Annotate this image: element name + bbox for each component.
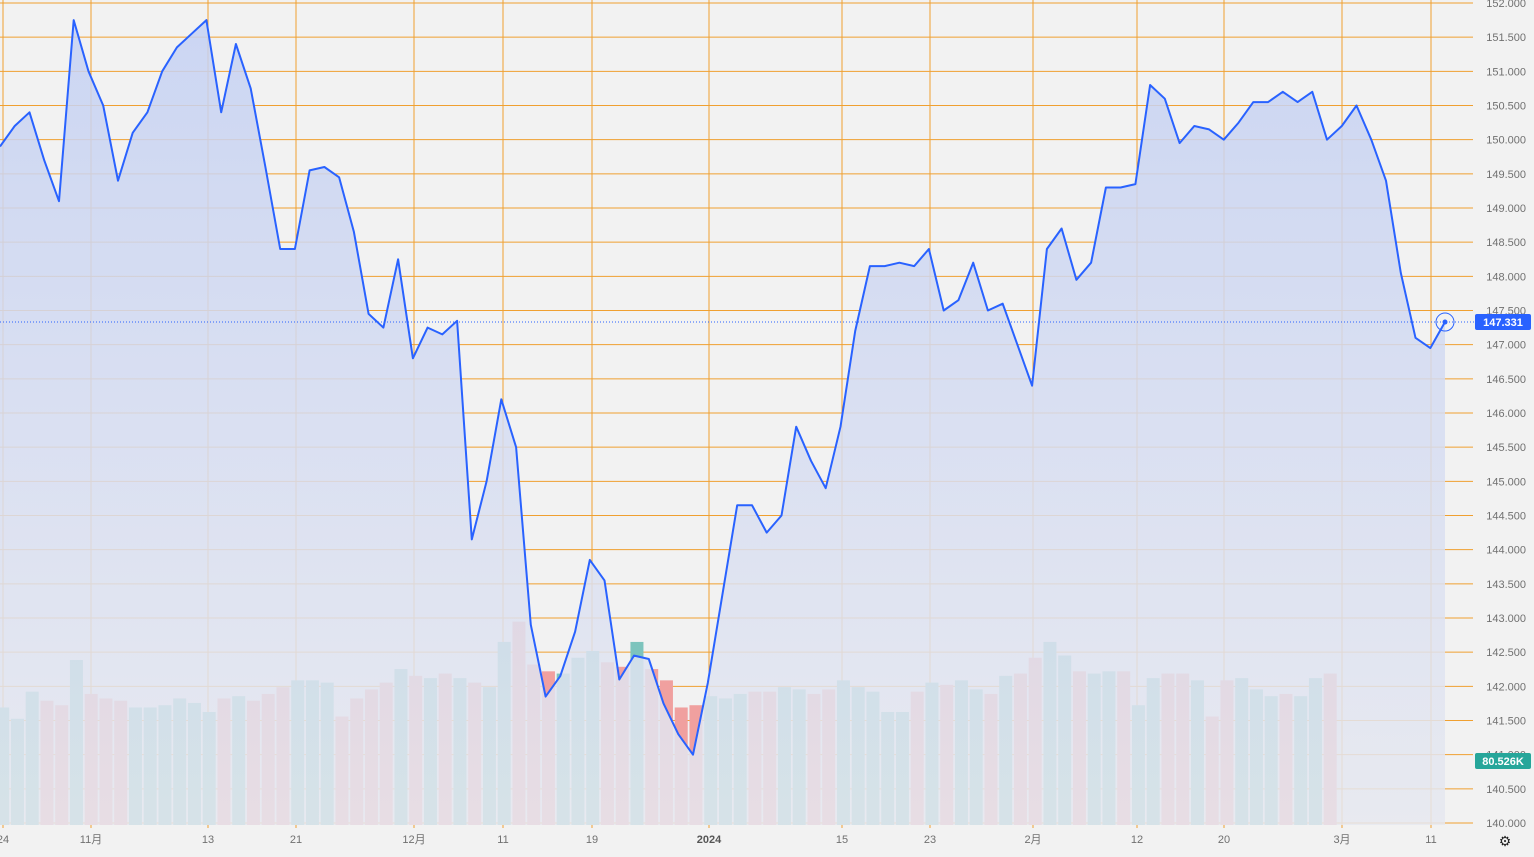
x-tick-label: 20 <box>1218 834 1230 846</box>
y-tick-label: 140.500 <box>1486 784 1526 796</box>
y-tick-label: 144.000 <box>1486 545 1526 557</box>
time-axis: 24 11月 13 21 12月 11 19 2024 15 23 2月 12 20 3月 11 <box>0 834 1437 846</box>
y-tick-label: 146.000 <box>1486 408 1526 420</box>
last-point-dot <box>1442 319 1448 325</box>
last-point-ring <box>1435 312 1455 332</box>
y-tick-label: 143.000 <box>1486 613 1526 625</box>
y-tick-label: 143.500 <box>1486 579 1526 591</box>
x-tick-label: 12月 <box>402 834 425 846</box>
x-tick-label: 2月 <box>1024 834 1041 846</box>
x-tick-label: 19 <box>586 834 598 846</box>
last-price-marker[interactable] <box>1435 312 1455 332</box>
y-tick-label: 146.500 <box>1486 374 1526 386</box>
price-line <box>0 19 1446 756</box>
last-volume-badge: 80.526K <box>1475 753 1531 769</box>
x-tick-label: 3月 <box>1333 834 1350 846</box>
y-tick-label: 148.500 <box>1486 237 1526 249</box>
price-area-fill <box>0 20 1445 825</box>
y-tick-label: 140.000 <box>1486 818 1526 830</box>
y-tick-label: 149.500 <box>1486 169 1526 181</box>
y-tick-label: 150.500 <box>1486 101 1526 113</box>
price-area <box>0 19 1446 825</box>
y-tick-label: 149.000 <box>1486 203 1526 215</box>
y-tick-label: 145.000 <box>1486 476 1526 488</box>
x-tick-label: 2024 <box>697 834 722 846</box>
y-tick-label: 148.000 <box>1486 271 1526 283</box>
last-volume-value: 80.526K <box>1482 756 1524 768</box>
x-tick-label: 11月 <box>80 834 102 846</box>
x-tick-label: 11 <box>1425 834 1436 846</box>
y-tick-label: 145.500 <box>1486 442 1526 454</box>
y-tick-label: 144.500 <box>1486 511 1526 523</box>
x-tick-label: 24 <box>0 834 9 846</box>
axis-badges: 147.331 80.526K <box>1475 314 1531 769</box>
x-tick-label: 11 <box>497 834 508 846</box>
y-tick-label: 142.000 <box>1486 681 1526 693</box>
y-tick-label: 151.500 <box>1486 32 1526 44</box>
x-tick-label: 23 <box>924 834 936 846</box>
y-tick-label: 147.000 <box>1486 340 1526 352</box>
x-tick-label: 21 <box>290 834 302 846</box>
y-tick-label: 141.500 <box>1486 716 1526 728</box>
x-tick-label: 12 <box>1131 834 1143 846</box>
last-price-badge: 147.331 <box>1475 314 1531 331</box>
y-tick-label: 151.000 <box>1486 66 1526 78</box>
y-tick-label: 150.000 <box>1486 135 1526 147</box>
x-tick-label: 15 <box>836 834 848 846</box>
x-tick-label: 13 <box>202 834 214 846</box>
y-tick-label: 152.000 <box>1486 0 1526 10</box>
last-price-value: 147.331 <box>1483 317 1523 329</box>
y-tick-label: 142.500 <box>1486 647 1526 659</box>
gear-icon[interactable]: ⚙ <box>1498 833 1512 849</box>
